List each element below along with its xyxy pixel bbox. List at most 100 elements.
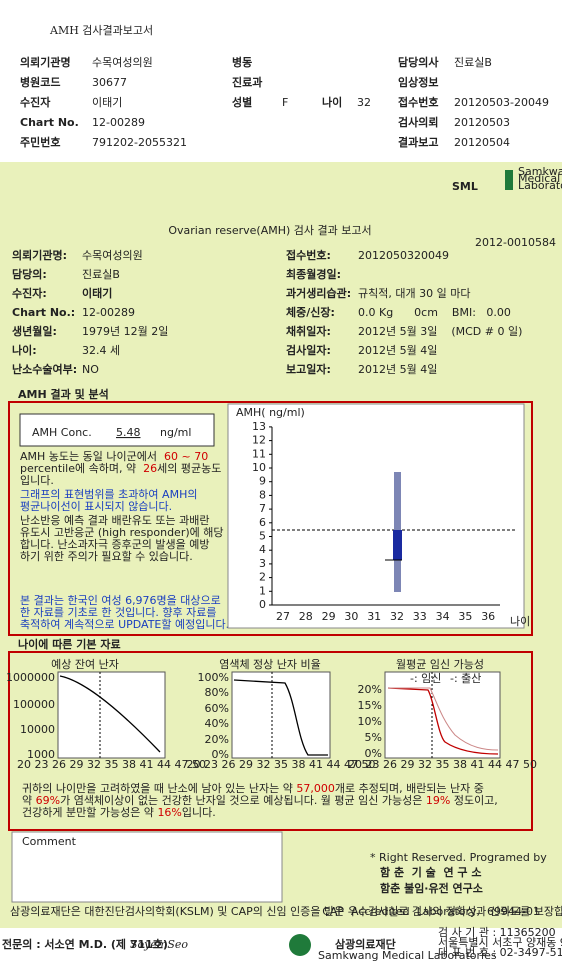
analysis-text: 입니다. — [20, 474, 54, 487]
field-value: 2012050320049 — [358, 249, 449, 262]
comment-box — [11, 831, 283, 903]
contact: 서울특별시 서초구 양재동 9-60 — [438, 936, 562, 949]
field-label: 의뢰기관명: — [12, 248, 67, 262]
field-label: 최종월경일: — [286, 267, 341, 281]
x-tick-label: 27 — [276, 610, 290, 623]
field-label: 수진자 — [20, 95, 51, 109]
y-tick-label: 100% — [198, 671, 229, 684]
field-label: 나이 — [322, 95, 342, 109]
text-segment: 약 — [22, 793, 36, 807]
field-value: 32 — [357, 96, 371, 109]
logo-mark — [505, 170, 513, 190]
analysis-text: 유도시 고반응군 (high responder)에 해당 — [20, 525, 224, 539]
contact: 검 사 기 관 : 11365200 — [438, 926, 556, 939]
field-label: 체중/신장: — [286, 305, 335, 319]
text-segment: 건강하게 분만할 가능성은 약 — [22, 805, 157, 819]
conc-unit: ng/ml — [160, 426, 191, 439]
section-box — [8, 651, 533, 831]
analysis-text: 하기 위한 주의가 필요할 수 있습니다. — [20, 549, 193, 563]
section-title: 나이에 따른 기본 자료 — [18, 637, 121, 651]
field-label: 담당의: — [12, 267, 47, 281]
axis-label: AMH( ng/ml) — [236, 406, 305, 419]
field-value: 규칙적, 대개 30 일 마다 — [358, 286, 470, 300]
curve — [388, 687, 499, 751]
conc-value: 5.48 — [116, 426, 141, 439]
credit: * Right Reserved. Programed by — [370, 851, 547, 864]
footer-note: 삼광의료재단은 대한진단검사의학회(KSLM) 및 CAP의 신임 인증을 받은… — [10, 905, 562, 918]
y-tick-label: 80% — [205, 686, 229, 699]
y-tick-label: 5 — [259, 530, 266, 543]
footer-bg — [0, 928, 562, 962]
text-segment: 입니다. — [182, 806, 216, 819]
analysis-text: 본 결과는 한국인 여성 6,976명을 대상으로 — [20, 594, 221, 607]
y-tick-label: 20% — [205, 733, 229, 746]
field-value: F — [282, 96, 288, 109]
text-segment: 축적하여 계속적으로 UPDATE할 예정입니다. — [20, 617, 229, 631]
y-tick-label: 13 — [252, 420, 266, 433]
field-label: 보고일자: — [286, 362, 331, 376]
y-tick-label: 1000000 — [6, 671, 55, 684]
chart-title: 염색체 정상 난자 비율 — [219, 658, 321, 671]
y-tick-label: 10% — [358, 715, 382, 728]
analysis-text: 한 자료를 기초로 한 것입니다. 향후 자료를 — [20, 606, 217, 619]
text-segment: percentile에 속하며, 약 — [20, 461, 143, 475]
text-segment: 유도시 고반응군 (high responder)에 해당 — [20, 525, 224, 539]
legend: -: 임신 — [410, 672, 441, 685]
field-value: 2012년 5월 4일 — [358, 362, 437, 376]
doctor: 전문의 : 서소연 M.D. (제 711호) — [2, 937, 168, 951]
analysis-text: 합니다. 난소과자극 증후군의 발생을 예방 — [20, 538, 210, 551]
signature: SoyemSeo — [130, 938, 188, 951]
field-label: Chart No.: — [12, 306, 75, 319]
x-tick-label: 30 — [344, 610, 358, 623]
mini-chart — [57, 671, 166, 759]
field-value: 20120503-20049 — [454, 96, 549, 109]
field-label: 진료과 — [232, 75, 262, 89]
y-tick-label: 40% — [205, 717, 229, 730]
chart-title: 예상 잔여 난자 — [51, 658, 119, 671]
mini-chart — [231, 671, 331, 759]
x-tick-label: 29 — [322, 610, 336, 623]
curve — [233, 679, 328, 756]
field-label: 수진자: — [12, 286, 47, 300]
field-value: 수목여성의원 — [92, 56, 153, 69]
y-tick-label: 5% — [365, 731, 382, 744]
y-tick-label: 10 — [252, 461, 266, 474]
report-title: Ovarian reserve(AMH) 검사 결과 보고서 — [168, 224, 371, 237]
field-value: 2012년 5월 3일 (MCD # 0 일) — [358, 324, 522, 338]
field-value: 20120504 — [454, 136, 510, 149]
y-tick-label: 0% — [212, 748, 229, 761]
org-sub: Samkwang Medical Laboratories — [318, 949, 497, 962]
y-tick-label: 1000 — [27, 748, 55, 761]
report-number: 2012-0010584 — [475, 236, 556, 249]
curve — [387, 687, 499, 755]
analysis-text: 그래프의 표현범위를 초과하여 AMH의 — [20, 487, 197, 501]
field-value: 이태기 — [82, 286, 112, 300]
section-title: AMH 결과 및 분석 — [18, 387, 109, 401]
field-value: 20120503 — [454, 116, 510, 129]
field-label: 검사일자: — [286, 343, 331, 357]
text-segment: 입니다. — [20, 474, 54, 487]
x-tick-label: 28 — [299, 610, 313, 623]
y-tick-label: 60% — [205, 702, 229, 715]
text-segment: 세의 평균농도 — [157, 462, 221, 475]
field-value: 2012년 5월 4일 — [358, 343, 437, 357]
analysis-text: AMH 농도는 동일 나이군에서 60 ~ 70 — [20, 449, 208, 463]
section-box — [8, 401, 533, 636]
text-segment: 하기 위한 주의가 필요할 수 있습니다. — [20, 549, 193, 563]
chart-title: 월평균 임신 가능성 — [396, 658, 484, 671]
y-tick-label: 100000 — [13, 698, 55, 711]
iqr-bar — [393, 530, 402, 560]
field-value: 이태기 — [92, 96, 122, 109]
field-label: 성별 — [232, 95, 252, 109]
text-segment: 16% — [157, 806, 181, 819]
field-value: 진료실B — [82, 268, 120, 281]
field-label: 접수번호: — [286, 248, 331, 262]
y-tick-label: 11 — [252, 447, 266, 460]
x-tick-label: 20 23 26 29 32 35 38 41 44 47 50 — [348, 758, 537, 771]
text-segment: 귀하의 나이만을 고려하였을 때 난소에 남아 있는 난자는 약 — [22, 781, 296, 795]
logo-sub: Laboratories — [518, 179, 562, 192]
field-label: 의뢰기관명 — [20, 55, 71, 69]
field-label: 생년월일: — [12, 324, 57, 338]
header-bg — [0, 0, 562, 162]
y-tick-label: 10000 — [20, 723, 55, 736]
